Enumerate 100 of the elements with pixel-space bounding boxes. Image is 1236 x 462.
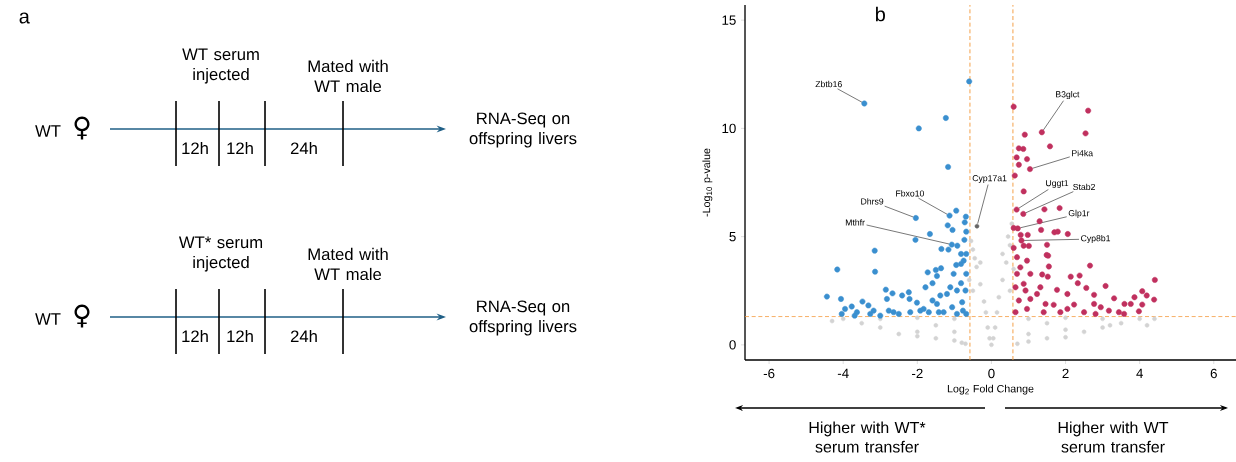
y-tick-label: 10 — [722, 123, 736, 134]
point — [994, 310, 1000, 315]
text: 12h — [227, 141, 253, 155]
x-tick-label: -4 — [837, 368, 849, 378]
y-tick-label: 15 — [722, 15, 736, 25]
annotation: Glp1r — [1068, 209, 1090, 218]
x-tick-label: 4 — [1136, 368, 1143, 378]
text: ♀ — [74, 304, 90, 328]
text: Higher with WT serum transfer — [1058, 421, 1169, 453]
point — [992, 325, 998, 330]
point — [974, 264, 979, 270]
text: Mated with WT male — [308, 247, 388, 281]
text: WT — [35, 313, 61, 325]
point — [915, 333, 920, 339]
point — [829, 318, 835, 324]
point — [952, 329, 957, 335]
point — [991, 336, 996, 341]
point — [1005, 234, 1011, 239]
point — [933, 336, 939, 341]
annotation: Fbxo10 — [896, 190, 925, 197]
point — [896, 331, 902, 337]
point — [1044, 320, 1050, 326]
point — [1015, 341, 1020, 347]
annotation: Stab2 — [1073, 183, 1095, 191]
point — [978, 260, 983, 265]
annotation: Cyp8b1 — [1081, 234, 1111, 244]
point — [1152, 316, 1157, 322]
point — [1100, 316, 1105, 322]
point — [1144, 323, 1150, 328]
point — [952, 338, 957, 343]
y-tick-label: 0 — [729, 340, 736, 350]
text: WT serum injected — [182, 48, 259, 84]
point — [1118, 320, 1124, 326]
point — [952, 316, 957, 322]
x-tick-label: 2 — [1062, 368, 1069, 379]
text: Mated with WT male — [308, 59, 388, 93]
text: 24h — [290, 329, 317, 343]
y-tick-label: 5 — [729, 231, 736, 242]
point — [1026, 316, 1031, 322]
point — [1026, 331, 1031, 337]
point — [1011, 266, 1016, 272]
point — [1063, 315, 1068, 321]
text: 12h — [227, 329, 253, 343]
point — [859, 320, 864, 326]
point — [933, 323, 939, 328]
text: 12h — [182, 329, 208, 343]
point — [840, 316, 846, 322]
point — [981, 299, 987, 304]
text: WT — [35, 125, 61, 137]
x-tick-label: 6 — [1210, 368, 1217, 379]
text: 24h — [290, 141, 317, 155]
point — [1107, 323, 1113, 328]
annotation: B3glct — [1056, 91, 1080, 100]
text: ♀ — [74, 116, 90, 140]
x-tick-label: 0 — [988, 368, 995, 379]
point — [1000, 251, 1005, 257]
text: RNA-Seq on offspring livers — [469, 300, 577, 336]
point — [1100, 325, 1105, 330]
point — [968, 238, 974, 244]
annotation: Zbtb16 — [815, 80, 842, 88]
text: WT* serum injected — [178, 236, 263, 272]
point — [915, 315, 920, 321]
point — [915, 329, 920, 335]
x-axis-title: Log$_{2}$ Fold Change — [947, 384, 1034, 395]
annotation: Pi4ka — [1072, 149, 1094, 157]
point — [978, 281, 983, 287]
point — [974, 223, 980, 229]
point — [1063, 335, 1068, 340]
point — [1007, 288, 1013, 294]
annotation: Cyp17a1 — [972, 175, 1007, 183]
annotation: Mthfr — [845, 219, 865, 226]
x-tick-label: -6 — [763, 368, 775, 379]
text: RNA-Seq on offspring livers — [469, 112, 577, 148]
y-axis-title: -Log$_{10}$ p-value — [702, 148, 713, 217]
text: Higher with WT* serum transfer — [809, 421, 926, 453]
point — [985, 325, 990, 330]
point — [996, 294, 1002, 300]
point — [1026, 339, 1031, 344]
annotation: Uggt1 — [1046, 180, 1069, 188]
point — [972, 255, 978, 261]
point — [1137, 316, 1142, 322]
point — [1063, 327, 1068, 332]
point — [1081, 329, 1087, 335]
point — [1000, 277, 1005, 283]
chart-title: b — [876, 6, 885, 22]
x-tick-label: -2 — [911, 368, 923, 379]
point — [989, 342, 994, 348]
point — [970, 288, 976, 294]
point — [970, 247, 976, 252]
text: a — [19, 12, 30, 24]
point — [987, 336, 992, 341]
point — [1044, 336, 1050, 341]
point — [877, 325, 883, 330]
annotation: Dhrs9 — [861, 198, 884, 205]
text: 12h — [182, 141, 208, 155]
point — [966, 277, 972, 283]
point — [1003, 260, 1009, 265]
point — [959, 340, 965, 345]
point — [983, 310, 989, 315]
point — [963, 341, 968, 347]
